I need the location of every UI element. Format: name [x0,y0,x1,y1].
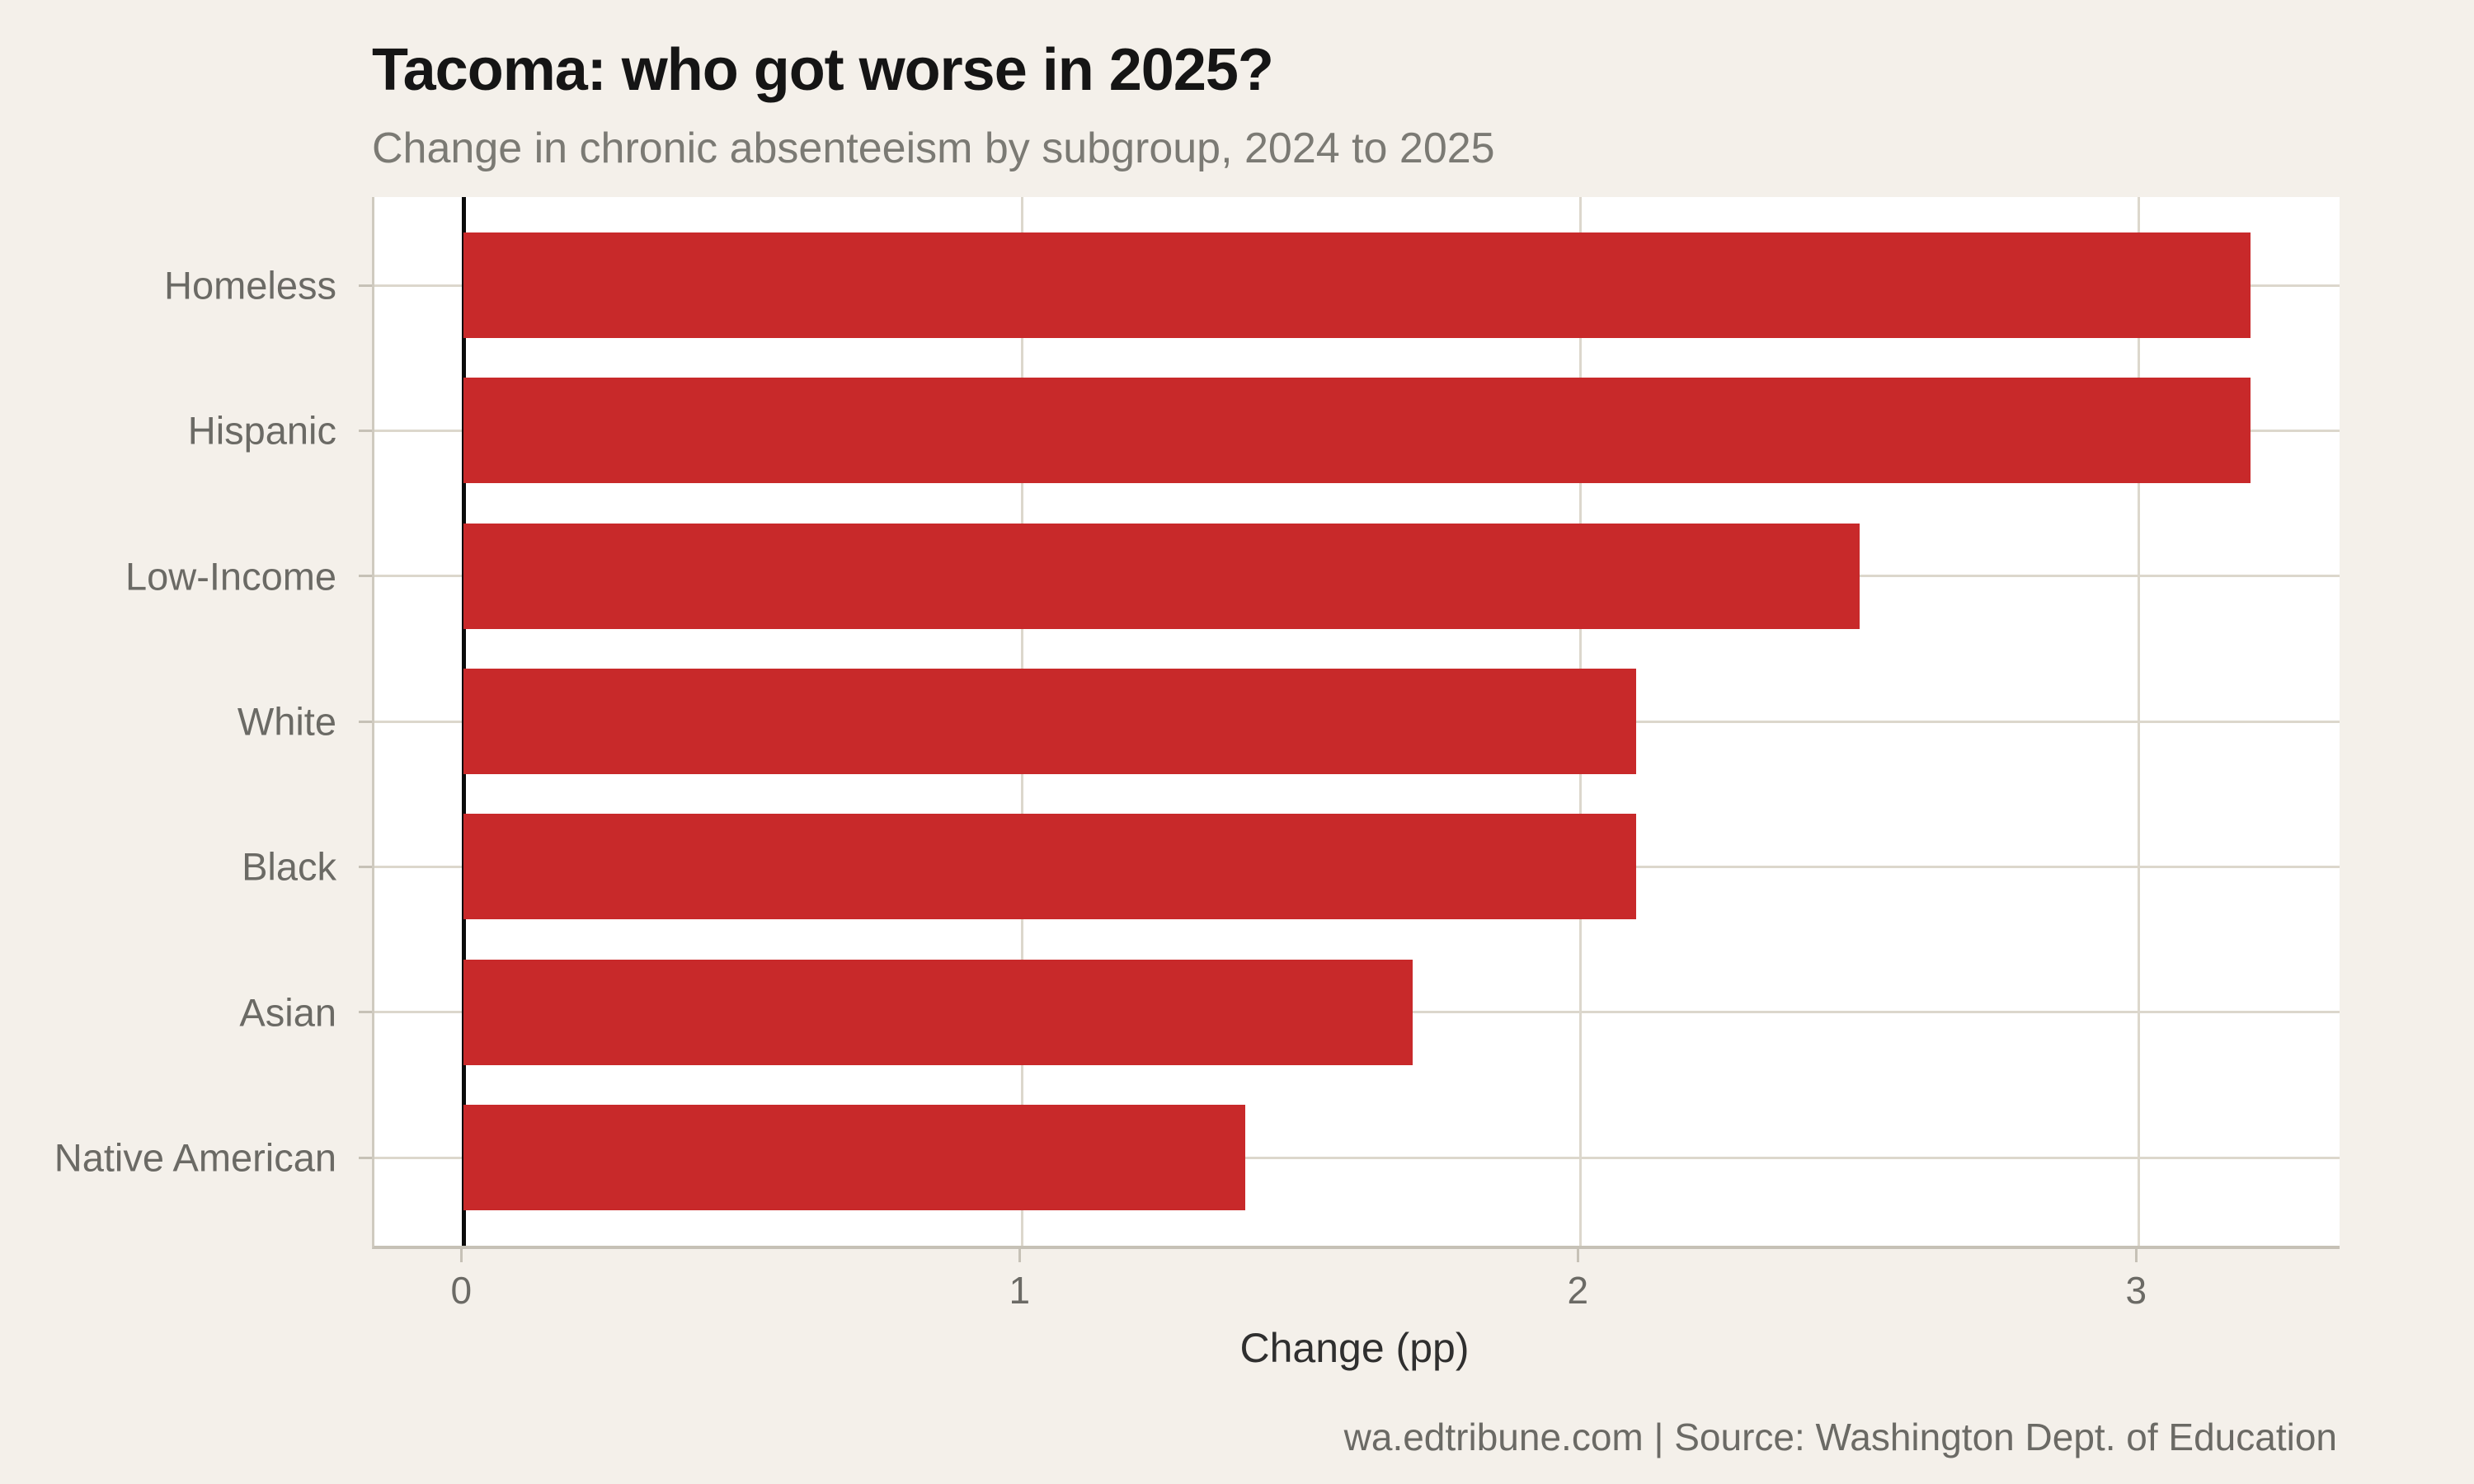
y-axis-tick [359,575,372,578]
category-label: Hispanic [187,408,336,453]
x-axis-tick [459,1249,463,1262]
bar-low-income [463,523,1860,629]
gridline-vertical [2137,197,2140,1246]
x-tick-label: 1 [1009,1269,1031,1312]
bar-native-american [463,1105,1246,1210]
gridline-horizontal [374,1156,2340,1159]
chart-subtitle: Change in chronic absenteeism by subgrou… [372,124,1495,172]
x-axis-title: Change (pp) [1239,1325,1470,1371]
category-label: White [237,699,336,744]
bar-asian [463,959,1413,1065]
category-label: Black [242,844,336,889]
y-axis-tick [359,1156,372,1159]
source-attribution: wa.edtribune.com | Source: Washington De… [1343,1416,2337,1458]
y-axis-tick [359,720,372,723]
chart-title: Tacoma: who got worse in 2025? [372,37,1274,103]
x-tick-label: 2 [1567,1269,1589,1312]
y-axis-tick [359,284,372,287]
y-axis-tick [359,865,372,868]
y-axis-tick [359,1011,372,1014]
y-axis-tick [359,429,372,432]
bar-white [463,669,1636,774]
x-axis-tick [1576,1249,1579,1262]
category-label: Native American [54,1135,336,1180]
bar-hispanic [463,378,2251,484]
bar-homeless [463,232,2251,338]
category-label: Low-Income [125,554,336,599]
category-label: Homeless [164,263,336,308]
category-label: Asian [239,990,336,1035]
x-axis-tick [1018,1249,1021,1262]
plot-area [372,197,2340,1249]
x-tick-label: 0 [450,1269,473,1312]
x-axis-tick [2134,1249,2138,1262]
bar-black [463,814,1636,920]
x-tick-label: 3 [2125,1269,2147,1312]
